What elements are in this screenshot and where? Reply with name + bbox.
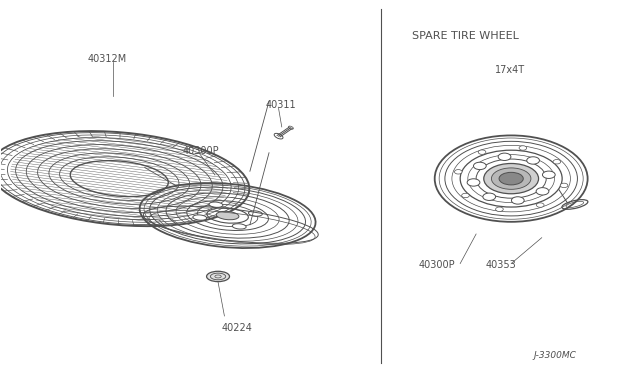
Text: SPARE TIRE WHEEL: SPARE TIRE WHEEL [412,32,519,41]
Ellipse shape [474,162,486,170]
Ellipse shape [207,271,230,282]
Ellipse shape [519,146,527,150]
Ellipse shape [483,193,495,201]
Text: 40311: 40311 [266,100,296,110]
Ellipse shape [209,202,223,207]
Ellipse shape [543,171,555,179]
Ellipse shape [495,207,503,211]
Ellipse shape [484,163,539,194]
Text: 17x4T: 17x4T [495,65,525,75]
Ellipse shape [492,168,531,189]
Text: 40353: 40353 [486,260,516,270]
Ellipse shape [536,203,544,207]
Ellipse shape [498,153,511,160]
Ellipse shape [467,179,480,186]
Ellipse shape [527,157,540,164]
Ellipse shape [454,170,462,174]
Ellipse shape [536,187,549,195]
Text: 40224: 40224 [221,323,252,333]
Ellipse shape [232,224,246,229]
Ellipse shape [499,172,524,185]
Ellipse shape [553,160,561,164]
Ellipse shape [216,211,239,220]
Text: 40312M: 40312M [88,54,127,64]
Text: 40300P: 40300P [419,260,456,270]
Ellipse shape [478,150,486,154]
Ellipse shape [461,193,469,198]
Text: 40300P: 40300P [183,146,220,156]
Ellipse shape [560,183,568,187]
Ellipse shape [193,215,207,220]
Ellipse shape [248,211,262,216]
Ellipse shape [511,197,524,204]
Text: J-3300MC: J-3300MC [534,351,577,360]
